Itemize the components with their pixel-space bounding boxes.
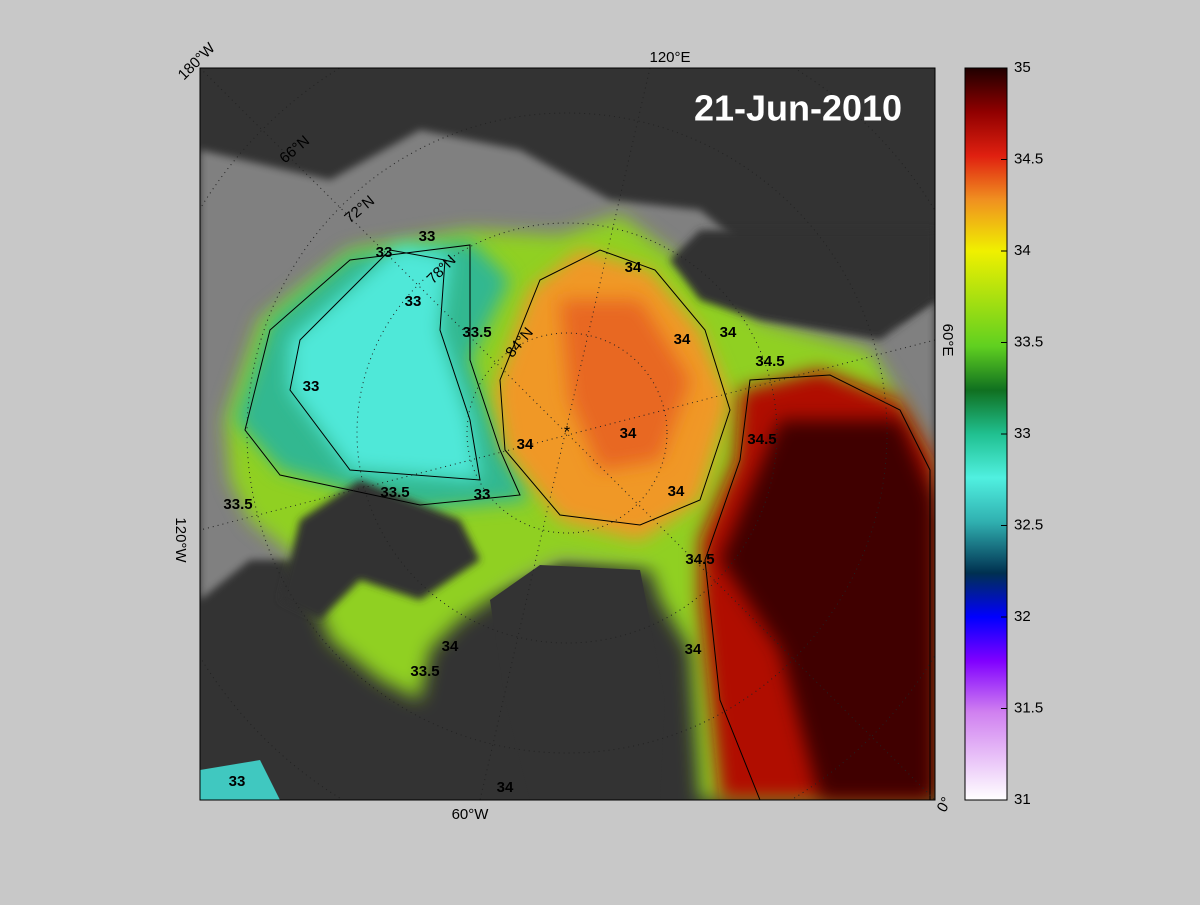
contour-label: 34.5 xyxy=(755,353,784,370)
graticule xyxy=(200,68,935,800)
contour-label: 33 xyxy=(474,486,491,503)
eurasian-core xyxy=(560,300,690,470)
contour-label: 34 xyxy=(674,331,691,348)
colorbar-tick-label: 32 xyxy=(1014,608,1031,625)
colorbar-tick-label: 34.5 xyxy=(1014,150,1043,167)
map-frame xyxy=(199,67,936,801)
contour-label: 34 xyxy=(497,779,514,796)
colorbar-tick-label: 34 xyxy=(1014,242,1031,259)
contour-label: 34 xyxy=(625,259,642,276)
date-label: 21-Jun-2010 xyxy=(694,88,902,129)
colorbar xyxy=(964,67,1008,801)
longitude-label: 120°E xyxy=(649,49,690,66)
colorbar-tick-label: 33.5 xyxy=(1014,333,1043,350)
contour-label: 34 xyxy=(442,638,459,655)
siberia xyxy=(670,230,935,340)
longitude-label: 60°E xyxy=(939,324,956,357)
contour-label: 33.5 xyxy=(410,663,439,680)
hudson-bay xyxy=(200,760,280,800)
contour-label: 33 xyxy=(229,773,246,790)
contour-label: 34 xyxy=(517,436,534,453)
contour-label: 34 xyxy=(720,324,737,341)
colorbar-tick-label: 32.5 xyxy=(1014,516,1043,533)
pole-marker: * xyxy=(564,424,570,441)
contour-label: 33.5 xyxy=(380,484,409,501)
longitude-label: 120°W xyxy=(172,517,189,563)
fresh-core xyxy=(290,245,480,480)
longitude-label: 60°W xyxy=(452,806,490,823)
contour-label: 33.5 xyxy=(223,496,252,513)
contour-label: 34 xyxy=(685,641,702,658)
colorbar-tick-label: 33 xyxy=(1014,425,1031,442)
greenland xyxy=(490,565,665,800)
contour-label: 33 xyxy=(419,228,436,245)
contour-label: 34 xyxy=(668,483,685,500)
contour-label: 33 xyxy=(405,293,422,310)
contour-label: 33 xyxy=(376,244,393,261)
colorbar-tick-label: 35 xyxy=(1014,59,1031,76)
colorbar-ticks: 31 31.5 32 32.5 33 33.5 34 34.5 35 xyxy=(1001,59,1043,808)
longitude-label: 0° xyxy=(934,794,956,815)
contour-label: 33 xyxy=(303,378,320,395)
nordic-core xyxy=(720,420,935,800)
contour-label: 34 xyxy=(620,425,637,442)
colorbar-tick-label: 31.5 xyxy=(1014,699,1043,716)
contour-label: 34.5 xyxy=(685,551,714,568)
contour-label: 33.5 xyxy=(462,324,491,341)
contours xyxy=(244,244,931,800)
archipelago xyxy=(280,480,480,620)
contour-label: 34.5 xyxy=(747,431,776,448)
colorbar-tick-label: 31 xyxy=(1014,791,1031,808)
